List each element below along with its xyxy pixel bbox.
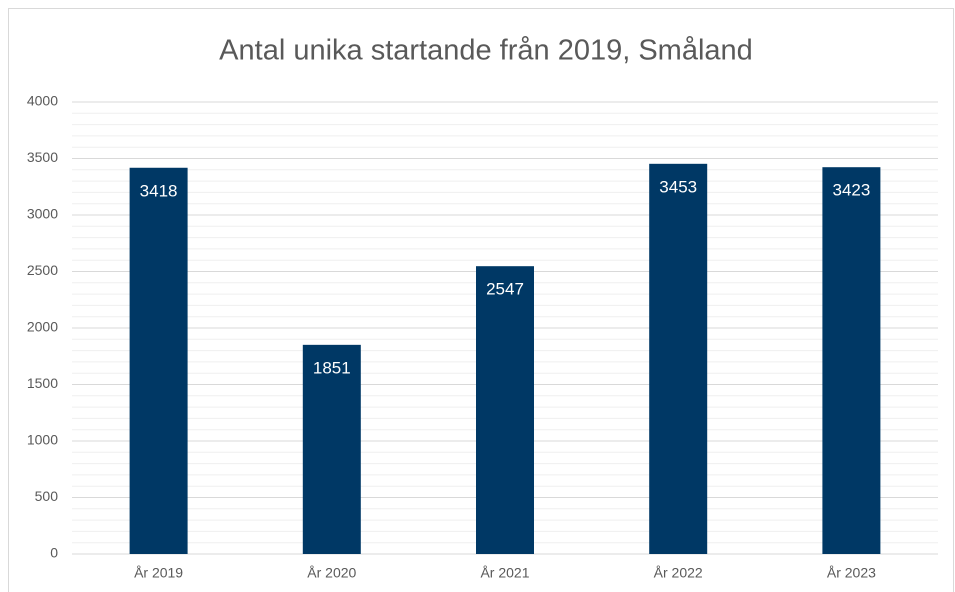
value-label: 1851 xyxy=(313,358,351,377)
value-label: 3423 xyxy=(832,181,870,200)
y-tick-label: 3000 xyxy=(27,206,58,222)
bar xyxy=(129,167,188,555)
x-tick-label: År 2022 xyxy=(654,565,703,581)
bar xyxy=(302,344,361,554)
value-label: 2547 xyxy=(486,280,524,299)
x-tick-label: År 2023 xyxy=(827,565,876,581)
y-tick-label: 500 xyxy=(35,488,59,504)
y-tick-label: 3500 xyxy=(27,149,58,165)
chart-title: Antal unika startande från 2019, Småland xyxy=(219,35,753,67)
y-tick-label: 2500 xyxy=(27,262,58,278)
bar xyxy=(476,266,534,554)
y-tick-label: 1000 xyxy=(27,432,58,448)
y-tick-label: 2000 xyxy=(27,319,58,335)
x-tick-label: År 2019 xyxy=(134,565,183,581)
x-tick-label: År 2020 xyxy=(307,565,356,581)
x-tick-label: År 2021 xyxy=(480,565,529,581)
value-label: 3418 xyxy=(140,181,178,200)
bar xyxy=(649,163,708,554)
value-label: 3453 xyxy=(659,177,697,196)
bar xyxy=(822,167,881,555)
y-tick-label: 4000 xyxy=(27,93,58,109)
y-tick-label: 0 xyxy=(50,545,58,561)
y-tick-label: 1500 xyxy=(27,375,58,391)
